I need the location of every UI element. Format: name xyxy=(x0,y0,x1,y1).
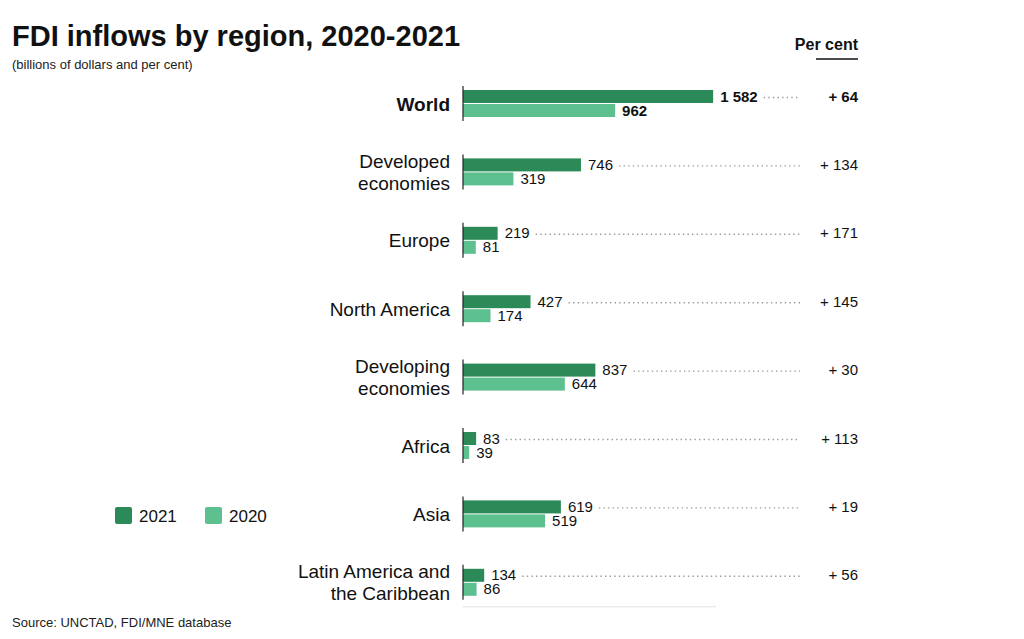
category-label-line: Developing xyxy=(355,356,450,377)
legend-swatch xyxy=(205,507,222,524)
percent-header-rule xyxy=(816,58,858,59)
category-label: Developedeconomies xyxy=(358,151,450,194)
category-label-line: Europe xyxy=(389,230,450,251)
leader-dots xyxy=(764,97,800,98)
legend-label: 2021 xyxy=(139,507,177,526)
baseline xyxy=(462,428,463,463)
category-label: North America xyxy=(330,299,451,320)
data-label: 174 xyxy=(498,307,523,324)
bar xyxy=(463,378,565,391)
category-label-line: Latin America and xyxy=(298,561,450,582)
category-label-line: the Caribbean xyxy=(331,583,450,604)
bar xyxy=(463,241,476,254)
percent-label: + 113 xyxy=(821,430,858,447)
bar xyxy=(463,583,477,596)
percent-label: + 30 xyxy=(828,361,858,378)
baseline xyxy=(462,360,463,395)
data-label: 1 582 xyxy=(720,88,758,105)
legend-swatch xyxy=(115,507,132,524)
baseline xyxy=(462,154,463,189)
category-label-line: North America xyxy=(330,299,451,320)
data-label: 39 xyxy=(476,444,493,461)
leader-dots xyxy=(522,576,800,577)
data-label: 519 xyxy=(552,512,577,529)
percent-label: + 19 xyxy=(828,498,858,515)
bar xyxy=(463,446,469,459)
category-label-line: economies xyxy=(358,173,450,194)
data-label: 644 xyxy=(572,375,597,392)
leader-dots xyxy=(536,234,800,235)
data-label: 219 xyxy=(505,224,530,241)
data-label: 962 xyxy=(622,102,647,119)
chart: FDI inflows by region, 2020-2021 (billion… xyxy=(0,0,1024,639)
bar xyxy=(463,90,713,103)
leader-dots xyxy=(619,165,800,166)
baseline xyxy=(462,565,463,600)
baseline xyxy=(462,86,463,121)
bars xyxy=(463,90,713,596)
category-label: Africa xyxy=(401,436,450,457)
bar xyxy=(463,514,545,527)
baseline xyxy=(462,496,463,531)
percent-label: + 134 xyxy=(820,156,858,173)
baseline xyxy=(462,223,463,258)
baseline xyxy=(462,291,463,326)
percent-label: + 171 xyxy=(820,224,858,241)
bar xyxy=(463,172,513,185)
percent-label: + 64 xyxy=(828,88,858,105)
x-axis-line xyxy=(463,606,716,607)
labels: Per centWorld1 582962+ 64Developedeconom… xyxy=(298,36,859,604)
data-label: 81 xyxy=(483,238,500,255)
source: Source: UNCTAD, FDI/MNE database xyxy=(12,615,231,630)
category-label: Asia xyxy=(413,504,450,525)
bar xyxy=(463,500,561,513)
percent-label: + 145 xyxy=(820,293,858,310)
category-label-line: World xyxy=(397,94,450,115)
bar xyxy=(463,104,615,117)
bar xyxy=(463,569,484,582)
leader-dots xyxy=(599,507,800,508)
category-label-line: Developed xyxy=(359,151,450,172)
data-label: 86 xyxy=(484,580,501,597)
data-label: 746 xyxy=(588,156,613,173)
bar xyxy=(463,432,476,445)
legend: 2021 2020 xyxy=(115,507,267,526)
percent-header: Per cent xyxy=(795,36,859,53)
data-label: 427 xyxy=(538,293,563,310)
category-label: World xyxy=(397,94,450,115)
leader-dots xyxy=(506,439,800,440)
category-label: Europe xyxy=(389,230,450,251)
bar xyxy=(463,309,491,322)
leader-dots xyxy=(569,302,800,303)
leader-dots xyxy=(633,370,800,371)
legend-label: 2020 xyxy=(229,507,267,526)
category-label-line: Africa xyxy=(401,436,450,457)
subtitle: (billions of dollars and per cent) xyxy=(12,57,193,72)
category-label: Developingeconomies xyxy=(355,356,450,399)
category-label-line: economies xyxy=(358,378,450,399)
category-label: Latin America andthe Caribbean xyxy=(298,561,450,604)
percent-label: + 56 xyxy=(828,566,858,583)
data-label: 319 xyxy=(520,170,545,187)
title: FDI inflows by region, 2020-2021 xyxy=(12,20,460,52)
data-label: 837 xyxy=(602,361,627,378)
category-label-line: Asia xyxy=(413,504,450,525)
